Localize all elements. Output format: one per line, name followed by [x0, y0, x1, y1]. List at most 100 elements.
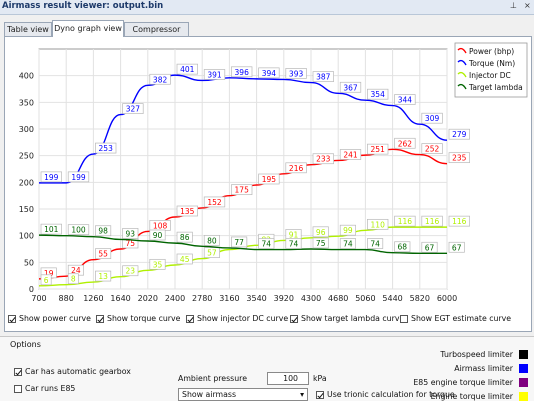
target-lambda-data-label: 101: [44, 225, 59, 234]
lambda-checkbox-box[interactable]: [290, 314, 298, 323]
power-bhp-data-label: 262: [398, 139, 413, 148]
tab-table-view[interactable]: Table view: [4, 22, 52, 36]
target-lambda-data-label-box: [285, 238, 302, 249]
turbospeed-limiter-swatch: [519, 350, 528, 359]
torque-nm-data-label: 393: [289, 69, 304, 78]
target-lambda-data-label-box: [40, 223, 62, 235]
y-tick-label: 150: [19, 205, 34, 214]
power-bhp-data-label-box: [285, 162, 307, 174]
e85-label: Car runs E85: [25, 384, 76, 393]
power-bhp-data-label: 251: [371, 145, 386, 154]
e85-checkbox[interactable]: Car runs E85: [14, 384, 75, 393]
torque-checkbox-box[interactable]: [96, 314, 104, 323]
egt-checkbox-box[interactable]: [400, 314, 408, 323]
y-tick-label: 0: [29, 285, 34, 294]
power-bhp-data-label: 216: [289, 164, 304, 173]
close-button[interactable]: ×: [524, 1, 531, 10]
target-lambda-data-label-box: [95, 225, 112, 237]
x-tick-label: 3540: [246, 294, 266, 303]
dyno-graph-panel: 0 50 100 150 200 250 300 350 400 700 880 1260 1640 20…: [4, 36, 532, 332]
trionic-torque-box[interactable]: [316, 390, 324, 399]
window-title: Airmass result viewer: output.bin: [2, 1, 164, 11]
injector-dc-data-label-box: [339, 224, 356, 236]
injector-dc-data-label: 45: [180, 255, 190, 264]
injector-dc-data-label: 8: [71, 275, 76, 284]
torque-checkbox-label: Show torque curve: [107, 314, 181, 323]
y-tick-label: 200: [19, 178, 34, 187]
torque-nm-data-label-box: [367, 88, 389, 100]
injector-dc-data-label: 23: [126, 267, 136, 276]
engine-torque-limiter-swatch: [519, 392, 528, 401]
torque-nm-data-label: 253: [99, 144, 114, 153]
power-checkbox-box[interactable]: [8, 314, 16, 323]
ambient-pressure-unit: kPa: [313, 374, 327, 383]
egt-checkbox-label: Show EGT estimate curve: [411, 314, 512, 323]
airmass-limiter-legend: Airmass limiter: [454, 364, 528, 373]
x-tick-label: 1260: [83, 294, 103, 303]
show-injector-dc-curve-checkbox[interactable]: Show injector DC curve: [186, 314, 288, 323]
power-bhp-data-label: 175: [235, 186, 250, 195]
power-bhp-legend-label: Power (bhp): [469, 47, 514, 56]
e85-torque-limiter-swatch: [519, 378, 528, 387]
title-bar: Airmass result viewer: output.bin ⊥ ×: [0, 0, 534, 15]
torque-nm-data-label-box: [231, 66, 253, 78]
injector-dc-data-label: 35: [153, 260, 163, 269]
target-lambda-data-label: 74: [370, 240, 380, 249]
turbospeed-limiter-legend: Turbospeed limiter: [440, 350, 528, 359]
auto-gearbox-checkbox[interactable]: Car has automatic gearbox: [14, 367, 131, 376]
target-lambda-data-label-box: [67, 224, 90, 236]
target-lambda-data-label: 93: [126, 229, 136, 238]
x-tick-label: 3920: [274, 294, 294, 303]
y-tick-label: 350: [19, 98, 34, 107]
auto-gearbox-box[interactable]: [14, 367, 22, 376]
torque-nm-data-label: 309: [425, 114, 440, 123]
lambda-checkbox-label: Show target lambda curve: [301, 314, 405, 323]
target-lambda-data-label-box: [149, 229, 166, 241]
tab-dyno-graph-view[interactable]: Dyno graph view: [52, 20, 124, 37]
injector-dc-data-label-box: [67, 273, 79, 285]
injector-dc-data-label: 110: [371, 220, 386, 229]
torque-nm-data-label: 387: [316, 73, 331, 82]
show-power-curve-checkbox[interactable]: Show power curve: [8, 314, 91, 323]
power-bhp-data-label: 152: [207, 198, 222, 207]
show-target-lambda-curve-checkbox[interactable]: Show target lambda curve: [290, 314, 404, 323]
tab-compressor-map[interactable]: Compressor map: [124, 22, 189, 47]
show-torque-curve-checkbox[interactable]: Show torque curve: [96, 314, 180, 323]
power-bhp-data-label: 55: [98, 250, 108, 259]
x-tick-label: 3160: [219, 294, 239, 303]
ambient-pressure-input[interactable]: 100: [267, 372, 309, 385]
y-tick-label: 250: [19, 152, 34, 161]
torque-nm-data-label: 396: [235, 68, 250, 77]
pin-button[interactable]: ⊥: [510, 1, 517, 10]
power-bhp-data-label: 195: [262, 175, 277, 184]
injector-dc-data-label: 13: [98, 272, 108, 281]
torque-nm-data-label-box: [285, 68, 307, 79]
show-egt-estimate-curve-checkbox[interactable]: Show EGT estimate curve: [400, 314, 511, 323]
power-bhp-data-label: 108: [153, 221, 168, 230]
injector-checkbox-box[interactable]: [186, 314, 194, 323]
target-lambda-legend-label: Target lambda: [468, 83, 523, 92]
x-tick-label: 2400: [165, 294, 185, 303]
power-bhp-data-label-box: [421, 143, 443, 154]
e85-box[interactable]: [14, 384, 22, 393]
torque-nm-data-label: 279: [452, 130, 467, 139]
target-lambda-data-label: 86: [180, 233, 190, 242]
injector-dc-data-label-box: [448, 215, 470, 227]
target-lambda-data-label-box: [421, 241, 438, 253]
target-lambda-data-label: 75: [316, 239, 326, 248]
target-lambda-data-label: 80: [207, 236, 217, 245]
power-bhp-data-label-box: [339, 149, 362, 160]
target-lambda-data-label: 68: [398, 243, 408, 252]
torque-nm-data-label-box: [67, 171, 90, 183]
torque-nm-data-label: 394: [262, 69, 277, 78]
view-mode-select[interactable]: Show airmass ▾: [178, 388, 308, 401]
trionic-torque-checkbox[interactable]: Use trionic calculation for torque: [316, 390, 455, 399]
target-lambda-data-label-box: [176, 231, 193, 243]
injector-dc-data-label: 116: [452, 217, 467, 226]
power-bhp-data-label-box: [367, 143, 389, 155]
torque-nm-data-label: 199: [71, 173, 86, 182]
options-panel: Options Car has automatic gearbox Car ru…: [0, 336, 534, 401]
injector-dc-data-label: 91: [289, 230, 299, 239]
injector-dc-data-label-box: [203, 247, 220, 258]
